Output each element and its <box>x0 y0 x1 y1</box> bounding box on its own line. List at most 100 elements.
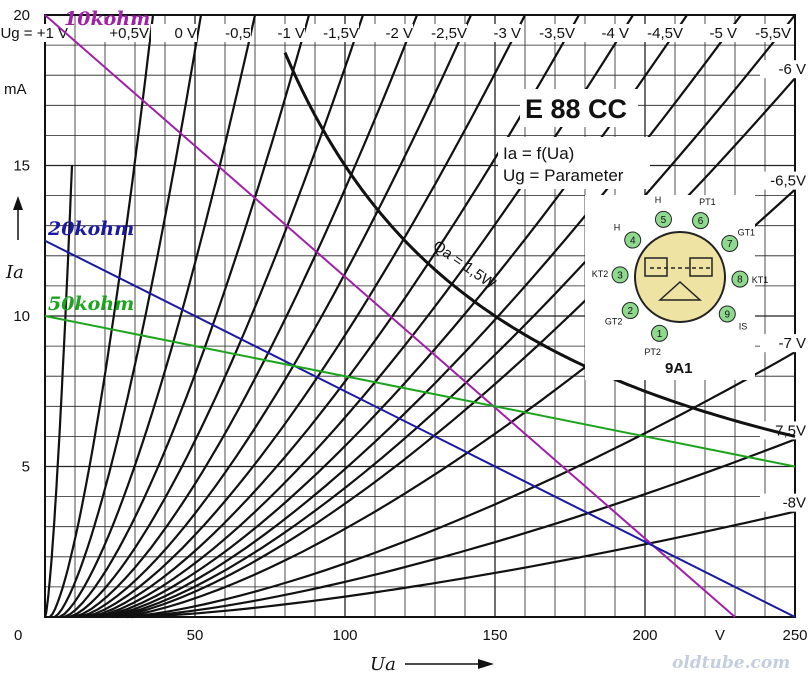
pin-number: 5 <box>661 215 667 226</box>
pin-number: 2 <box>627 306 633 317</box>
pin-circle <box>624 231 642 249</box>
curve-label: -4,5V <box>647 25 683 42</box>
base-code: 9A1 <box>665 360 693 377</box>
curve-label-background <box>367 24 413 42</box>
pin-name: H <box>655 195 662 205</box>
curve-label-background <box>760 493 806 512</box>
curve-label-background <box>22 24 68 42</box>
curve-label-background <box>313 24 359 42</box>
formula-text: Ia = f(Ua) <box>503 144 574 163</box>
anode-curve <box>53 14 203 618</box>
curve-label-background <box>637 24 683 42</box>
anode-curve <box>131 510 796 619</box>
y-tick-label: 20 <box>13 7 30 24</box>
pin-number: 4 <box>630 236 636 247</box>
anode-curves: Ug = +1 V +0,5V 0 V -0,5 -1 V -1,5V -2 V -2,5V -… <box>0 14 806 619</box>
anode-curve <box>78 14 473 619</box>
curve-label: -6,5V <box>770 173 806 190</box>
pin-name: GT1 <box>738 227 756 237</box>
pin-name: KT1 <box>752 275 769 285</box>
plate-electrodes <box>644 257 713 277</box>
pin-number: 1 <box>657 329 663 340</box>
load-line-label: 50kohm <box>48 293 134 315</box>
dissipation-hyperbola <box>283 52 796 438</box>
title-background <box>520 89 638 127</box>
x-tick-label: 200 <box>632 627 657 644</box>
y-tick-label: 15 <box>13 158 30 175</box>
load-line <box>44 14 736 618</box>
pin-circle <box>731 270 749 288</box>
curve-label: 0 V <box>174 25 197 42</box>
y-tick-label: 10 <box>13 308 30 325</box>
anode-curve <box>121 351 796 619</box>
pin-name: IS <box>739 321 748 331</box>
pin-number: 3 <box>617 270 623 281</box>
curve-label: +0,5V <box>109 25 149 42</box>
anode-curve <box>126 438 796 619</box>
curve-label-background <box>745 24 791 42</box>
anode-curve <box>87 14 580 619</box>
pin-number: 7 <box>727 239 733 250</box>
y-axis-arrowhead <box>13 196 23 210</box>
curve-label-background <box>259 24 305 42</box>
curve-label: -3,5V <box>539 25 575 42</box>
curve-label: -1,5V <box>323 25 359 42</box>
curve-label-background <box>760 171 806 190</box>
chart-title: E 88 CC <box>525 94 627 124</box>
load-lines: 10kohm 20kohm 50kohm <box>44 8 796 618</box>
pin-circle <box>650 324 668 342</box>
y-tick-label: 5 <box>22 459 30 476</box>
y-unit: mA <box>4 81 27 98</box>
curve-label-background <box>151 24 197 42</box>
anode-curve <box>58 14 257 618</box>
x-unit: V <box>715 627 725 644</box>
parameter-note: Ug = Parameter <box>503 166 624 185</box>
anode-curve <box>48 14 155 618</box>
curve-label-background <box>205 24 251 42</box>
x-tick-label: 50 <box>187 627 204 644</box>
anode-curve <box>63 14 311 618</box>
curve-label: -3 V <box>493 25 521 42</box>
cathode-electrodes <box>658 280 702 301</box>
curve-label-background <box>760 60 806 79</box>
pin-circle <box>611 266 629 284</box>
formula-background <box>498 137 650 189</box>
curve-label: -8V <box>783 495 806 512</box>
curve-label: -0,5 <box>225 25 251 42</box>
curve-label: -5 V <box>709 25 737 42</box>
curve-label: -5,5V <box>755 25 791 42</box>
x-axis-arrowhead <box>478 659 494 669</box>
curve-label: -7 V <box>778 335 806 352</box>
title-box: E 88 CC Ia = f(Ua) Ug = Parameter <box>498 89 650 189</box>
pin-name: H <box>614 223 621 233</box>
pin-circle <box>692 212 710 230</box>
curve-label: -2,5V <box>431 25 467 42</box>
curve-label: -7,5V <box>770 422 806 439</box>
anode-curve <box>73 14 419 619</box>
load-line-label: 10kohm <box>64 8 150 30</box>
curve-label-background <box>583 24 629 42</box>
curve-label: -1 V <box>277 25 305 42</box>
pin-circle <box>621 302 639 320</box>
pin-name: PT2 <box>644 347 661 357</box>
load-line <box>44 239 796 618</box>
curve-label-background <box>475 24 521 42</box>
pin-circle <box>721 234 739 252</box>
tube-envelope <box>634 231 726 323</box>
curve-label-background <box>103 24 149 42</box>
curve-label-background <box>760 334 806 353</box>
x-tick-label: 0 <box>14 627 22 644</box>
pin-circle <box>654 210 672 228</box>
pin-circle <box>718 305 736 323</box>
curve-label-background <box>691 24 737 42</box>
curve-label-background <box>421 24 467 42</box>
y-axis-label: Ia <box>5 262 24 283</box>
hyperbola-label: Qa = 1,5W <box>430 237 500 293</box>
load-line <box>44 315 796 468</box>
curve-label: -6 V <box>778 61 806 78</box>
pin-name: KT2 <box>592 269 609 279</box>
